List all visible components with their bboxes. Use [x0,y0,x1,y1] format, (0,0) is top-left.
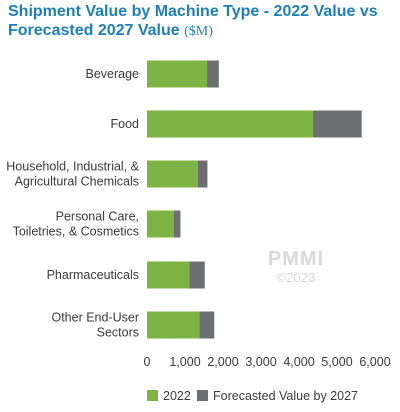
legend-swatch-0 [147,390,158,401]
x-tick-label: 2,000 [207,355,238,369]
bar-forecast-2027-4 [189,261,205,289]
chart-title: Shipment Value by Machine Type - 2022 Va… [8,2,398,41]
x-tick-label: 3,000 [245,355,276,369]
category-label-line: Pharmaceuticals [47,268,139,282]
category-label-line: Beverage [85,67,139,81]
category-labels: Beverage Food Household, Industrial, & Agri… [6,67,139,340]
bar-value-2022-0 [147,60,208,88]
category-label-4: Pharmaceuticals [47,268,139,282]
category-label-line: Toiletries, & Cosmetics [13,225,139,239]
bar-value-2022-1 [147,110,314,138]
category-label-1: Food [111,117,140,131]
legend-swatch-1 [197,390,208,401]
legend: 2022 Forecasted Value by 2027 [147,389,358,403]
watermark-copyright: ©2023 [277,270,316,285]
watermark-brand: PMMI [268,248,324,270]
chart-title-unit: ($M) [184,24,213,39]
legend-label-0: 2022 [163,389,191,403]
x-tick-label: 0 [144,355,151,369]
bar-forecast-2027-3 [173,210,181,238]
watermark: PMMI ©2023 [268,248,324,285]
x-tick-label: 6,000 [359,355,390,369]
bar-value-2022-5 [147,311,200,339]
x-tick-label: 5,000 [321,355,352,369]
x-tick-label: 4,000 [283,355,314,369]
category-label-3: Personal Care, Toiletries, & Cosmetics [13,210,139,239]
category-label-line: Agricultural Chemicals [15,175,139,189]
bar-value-2022-3 [147,210,174,238]
category-label-line: Personal Care, [56,210,139,224]
legend-label-1: Forecasted Value by 2027 [213,389,358,403]
bars-group [147,60,362,339]
bar-forecast-2027-5 [199,311,215,339]
bar-forecast-2027-2 [197,160,208,188]
category-label-0: Beverage [85,67,139,81]
bar-forecast-2027-1 [313,110,362,138]
category-label-5: Other End-User Sectors [51,311,139,340]
bar-forecast-2027-0 [207,60,219,88]
x-axis-ticks: 0 1,000 2,000 3,000 4,000 5,000 6,000 [144,355,391,369]
category-label-line: Household, Industrial, & [6,160,139,174]
category-label-2: Household, Industrial, & Agricultural Che… [6,160,139,189]
category-label-line: Other End-User [51,311,139,325]
category-label-line: Food [111,117,140,131]
bar-value-2022-2 [147,160,198,188]
x-tick-label: 1,000 [169,355,200,369]
bar-value-2022-4 [147,261,190,289]
category-label-line: Sectors [97,326,139,340]
chart-title-text: Shipment Value by Machine Type - 2022 Va… [8,3,378,39]
